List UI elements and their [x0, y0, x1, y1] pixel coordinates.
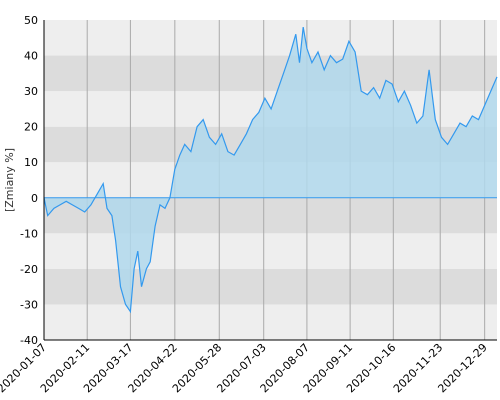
y-tick-label: -40 [20, 334, 38, 347]
y-tick-label: 30 [24, 85, 38, 98]
y-tick-label: 0 [31, 192, 38, 205]
y-axis-label: [Zmiany %] [3, 148, 16, 212]
return-area [44, 27, 497, 312]
band [44, 233, 497, 269]
y-tick-label: 50 [24, 14, 38, 27]
y-tick-labels: -40 -30 -20 -10 0 10 20 30 40 50 [20, 14, 38, 347]
y-tick-label: 40 [24, 50, 38, 63]
y-tick-label: 10 [24, 156, 38, 169]
band [44, 55, 497, 92]
y-tick-label: -20 [20, 263, 38, 276]
return-line [43, 26, 498, 314]
axes [43, 20, 497, 341]
band [44, 304, 497, 340]
y-tick-label: -10 [20, 227, 38, 240]
y-tick-label: -30 [20, 298, 38, 311]
band [44, 268, 497, 305]
band [44, 20, 497, 56]
x-tick-labels: 2020-01-072020-02-112020-03-172020-04-22… [0, 341, 490, 395]
y-tick-label: 20 [24, 121, 38, 134]
